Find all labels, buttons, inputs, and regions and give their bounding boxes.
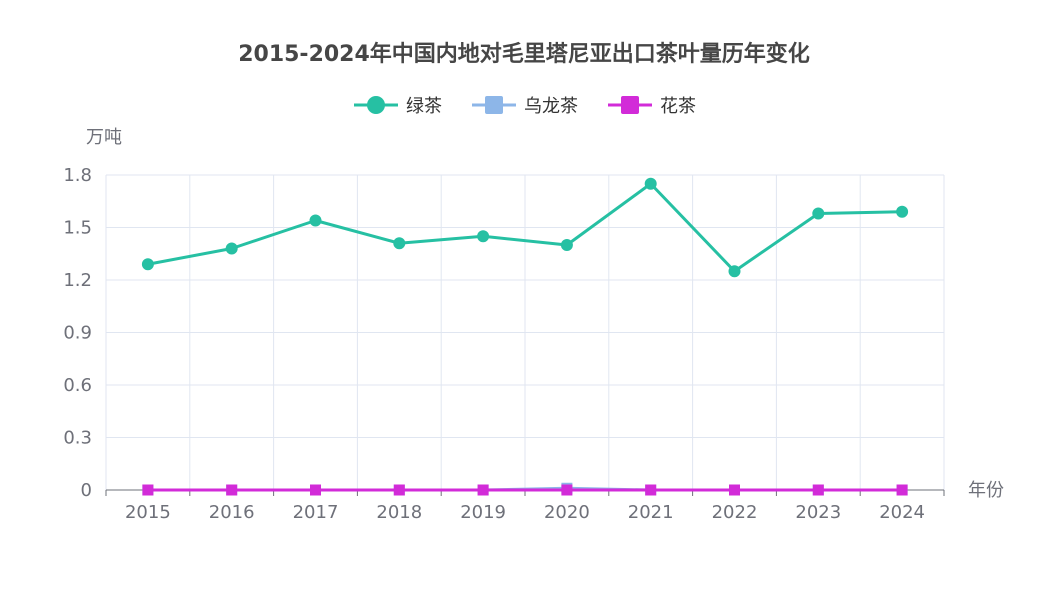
x-axis-label: 年份 bbox=[968, 480, 1004, 501]
y-tick-label: 0.3 bbox=[63, 428, 92, 449]
data-point bbox=[309, 214, 322, 227]
legend: 绿茶 乌龙茶 花茶 bbox=[0, 92, 1048, 118]
x-tick-label: 2020 bbox=[544, 502, 590, 523]
x-tick-label: 2021 bbox=[628, 502, 674, 523]
data-point bbox=[896, 484, 908, 496]
legend-label: 花茶 bbox=[660, 96, 696, 117]
data-point bbox=[561, 484, 573, 496]
x-tick-label: 2018 bbox=[376, 502, 422, 523]
x-tick-label: 2017 bbox=[293, 502, 339, 523]
legend-swatch bbox=[354, 96, 398, 114]
data-point bbox=[226, 484, 238, 496]
data-point bbox=[729, 484, 740, 496]
legend-label: 乌龙茶 bbox=[524, 96, 578, 117]
data-point bbox=[728, 265, 741, 278]
data-point bbox=[812, 484, 824, 496]
data-point bbox=[644, 177, 657, 190]
legend-item[interactable]: 乌龙茶 bbox=[470, 92, 578, 118]
data-point bbox=[225, 242, 238, 255]
data-point bbox=[560, 239, 573, 251]
y-axis-label: 万吨 bbox=[86, 127, 122, 148]
data-point bbox=[310, 484, 321, 496]
x-tick-label: 2022 bbox=[712, 502, 758, 523]
data-point bbox=[896, 205, 909, 218]
y-tick-label: 0.9 bbox=[63, 323, 92, 344]
y-tick-label: 1.2 bbox=[63, 270, 92, 291]
x-tick-label: 2019 bbox=[460, 502, 506, 523]
y-tick-label: 1.8 bbox=[63, 165, 92, 186]
y-tick-label: 0 bbox=[81, 480, 92, 501]
data-point bbox=[812, 207, 825, 220]
data-point bbox=[393, 237, 406, 250]
x-tick-label: 2024 bbox=[879, 502, 925, 523]
data-point bbox=[141, 258, 154, 271]
legend-label: 绿茶 bbox=[406, 96, 442, 117]
legend-swatch bbox=[472, 96, 516, 114]
data-point bbox=[645, 484, 657, 496]
legend-item[interactable]: 花茶 bbox=[606, 92, 696, 118]
data-point bbox=[477, 484, 489, 496]
data-point bbox=[477, 230, 490, 243]
legend-item[interactable]: 绿茶 bbox=[352, 92, 442, 118]
x-tick-label: 2023 bbox=[795, 502, 841, 523]
series-line bbox=[147, 182, 903, 273]
chart-title: 2015-2024年中国内地对毛里塔尼亚出口茶叶量历年变化 bbox=[238, 42, 810, 67]
x-tick-label: 2016 bbox=[209, 502, 255, 523]
y-tick-label: 0.6 bbox=[63, 375, 92, 396]
legend-swatch bbox=[608, 96, 652, 114]
x-tick-label: 2015 bbox=[125, 502, 171, 523]
y-tick-label: 1.5 bbox=[63, 218, 92, 239]
data-point bbox=[142, 484, 154, 496]
data-point bbox=[393, 484, 405, 496]
